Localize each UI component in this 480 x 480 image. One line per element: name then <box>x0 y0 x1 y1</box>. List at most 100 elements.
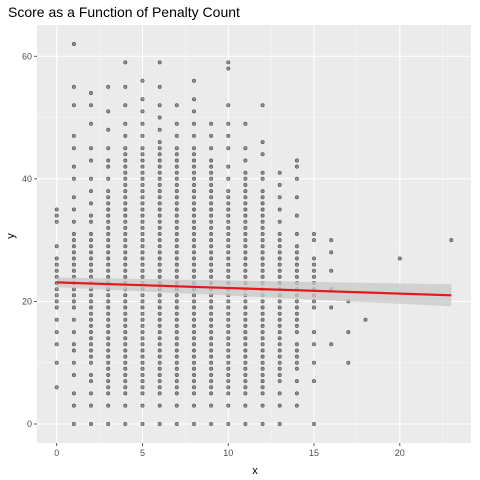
data-point <box>157 158 162 163</box>
data-point <box>106 379 111 384</box>
data-point <box>226 207 231 212</box>
data-point <box>71 195 76 200</box>
data-point <box>294 176 299 181</box>
data-point <box>260 201 265 206</box>
data-point <box>260 244 265 249</box>
data-point <box>123 311 128 316</box>
chart-title: Score as a Function of Penalty Count <box>8 4 240 20</box>
data-point <box>140 360 145 365</box>
data-point <box>192 207 197 212</box>
data-point <box>106 127 111 132</box>
data-point <box>71 164 76 169</box>
data-point <box>226 146 231 151</box>
data-point <box>192 311 197 316</box>
data-point <box>226 256 231 261</box>
data-point <box>226 403 231 408</box>
data-point <box>106 250 111 255</box>
data-point <box>243 183 248 188</box>
data-point <box>71 317 76 322</box>
data-point <box>106 176 111 181</box>
data-point <box>226 391 231 396</box>
data-point <box>140 225 145 230</box>
data-point <box>243 305 248 310</box>
data-point <box>294 403 299 408</box>
data-point <box>140 176 145 181</box>
data-point <box>209 372 214 377</box>
data-point <box>123 183 128 188</box>
data-point <box>140 403 145 408</box>
data-point <box>277 342 282 347</box>
data-point <box>157 115 162 120</box>
data-point <box>123 330 128 335</box>
data-point <box>277 330 282 335</box>
data-point <box>209 360 214 365</box>
data-point <box>140 164 145 169</box>
data-point <box>123 317 128 322</box>
data-point <box>157 379 162 384</box>
data-point <box>140 97 145 102</box>
data-point <box>106 366 111 371</box>
data-point <box>106 299 111 304</box>
data-point <box>243 232 248 237</box>
data-point <box>311 330 316 335</box>
data-point <box>174 244 179 249</box>
data-point <box>243 311 248 316</box>
data-point <box>277 323 282 328</box>
data-point <box>209 176 214 181</box>
data-point <box>226 274 231 279</box>
data-point <box>54 213 59 218</box>
data-point <box>277 250 282 255</box>
data-point <box>106 372 111 377</box>
data-point <box>192 109 197 114</box>
data-point <box>140 385 145 390</box>
data-point <box>277 244 282 249</box>
data-point <box>89 360 94 365</box>
data-point <box>260 232 265 237</box>
x-tick-label: 10 <box>223 448 233 458</box>
data-point <box>260 348 265 353</box>
data-point <box>174 256 179 261</box>
data-point <box>294 317 299 322</box>
data-point <box>71 207 76 212</box>
data-point <box>209 201 214 206</box>
data-point <box>71 305 76 310</box>
data-point <box>140 262 145 267</box>
data-point <box>140 183 145 188</box>
data-point <box>140 250 145 255</box>
data-point <box>294 354 299 359</box>
data-point <box>89 121 94 126</box>
data-point <box>260 176 265 181</box>
data-point <box>123 342 128 347</box>
data-point <box>174 146 179 151</box>
data-point <box>226 121 231 126</box>
data-point <box>294 213 299 218</box>
data-point <box>209 311 214 316</box>
data-point <box>192 330 197 335</box>
data-point <box>192 354 197 359</box>
data-point <box>71 348 76 353</box>
data-point <box>174 183 179 188</box>
data-point <box>106 219 111 224</box>
data-point <box>260 372 265 377</box>
data-point <box>106 225 111 230</box>
data-point <box>140 152 145 157</box>
y-axis-label: y <box>5 233 17 239</box>
data-point <box>260 342 265 347</box>
data-point <box>71 256 76 261</box>
data-point <box>123 219 128 224</box>
data-point <box>106 238 111 243</box>
data-point <box>174 207 179 212</box>
data-point <box>243 176 248 181</box>
data-point <box>226 354 231 359</box>
data-point <box>174 354 179 359</box>
data-point <box>174 164 179 169</box>
data-point <box>89 323 94 328</box>
data-point <box>157 336 162 341</box>
data-point <box>174 360 179 365</box>
data-point <box>140 201 145 206</box>
data-point <box>123 366 128 371</box>
data-point <box>209 421 214 426</box>
data-point <box>277 354 282 359</box>
data-point <box>226 213 231 218</box>
data-point <box>123 158 128 163</box>
